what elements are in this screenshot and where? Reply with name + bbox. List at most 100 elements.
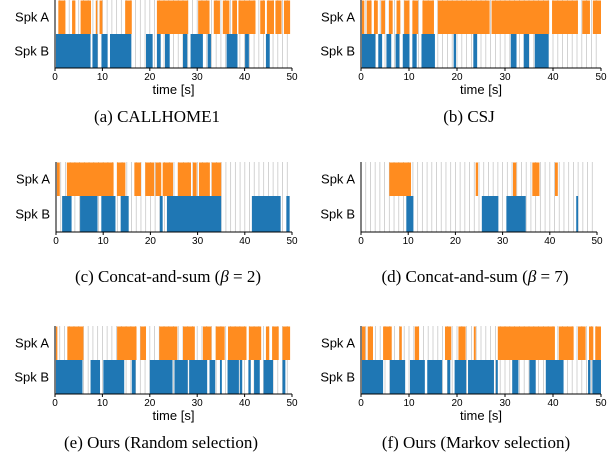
x-tick-label: 20	[450, 236, 462, 247]
x-tick-label: 10	[403, 398, 415, 409]
spk-a-segment	[592, 0, 601, 34]
spk-a-segment	[55, 326, 58, 360]
spk-b-segment	[156, 34, 161, 68]
spk-a-segment	[66, 162, 114, 196]
spk-b-segment	[103, 360, 125, 394]
spk-a-segment	[134, 162, 141, 196]
spk-a-segment	[558, 326, 574, 360]
spk-a-segment	[399, 326, 402, 360]
spk-a-segment	[475, 162, 479, 196]
panel-f: Spk A Spk B 0 10 20 30 40 50 time [s] (f) Ours (M…	[320, 326, 607, 452]
spk-a-segment	[58, 0, 66, 34]
spk-a-segment	[125, 0, 132, 34]
x-tick-label: 40	[547, 398, 559, 409]
spk-b-segment	[101, 34, 108, 68]
caption-text: = 7)	[536, 267, 568, 286]
spk-b-segment	[209, 360, 216, 394]
spk-b-segment	[576, 196, 579, 232]
panel-caption: (a) CALLHOME1	[94, 107, 220, 126]
spk-b-segment	[412, 34, 417, 68]
spk-a-segment	[145, 162, 155, 196]
spk-a-segment	[238, 0, 256, 34]
spk-b-segment	[389, 360, 406, 394]
x-tick-label: 30	[499, 398, 511, 409]
row-label-spk-b: Spk B	[320, 370, 355, 385]
x-tick-label: 20	[451, 72, 463, 83]
spk-b-segment	[427, 360, 443, 394]
spk-b-segment	[282, 360, 286, 394]
spk-b-segment	[534, 34, 549, 68]
x-tick-label: 20	[451, 398, 463, 409]
x-tick-label: 0	[358, 72, 364, 83]
spk-b-segment	[481, 196, 499, 232]
spk-a-segment	[248, 326, 262, 360]
spk-a-segment	[589, 326, 594, 360]
spk-b-segment	[120, 196, 129, 232]
row-label-spk-b: Spk B	[14, 370, 49, 385]
panel-caption: (c) Concat-and-sum (β = 2)	[75, 267, 261, 286]
spk-a-segment	[260, 0, 265, 34]
spk-b-segment	[149, 360, 173, 394]
spk-b-segment	[529, 360, 536, 394]
x-tick-label: 40	[239, 72, 251, 83]
x-tick-label: 10	[98, 236, 110, 247]
spk-b-segment	[395, 34, 400, 68]
panel-a: Spk A Spk B 0 10 20 30 40 50 time [s] (a) CALLHOM…	[14, 0, 298, 126]
spk-a-segment	[383, 326, 392, 360]
x-tick-label: 40	[547, 72, 559, 83]
row-label-spk-a: Spk A	[321, 10, 355, 25]
spk-b-segment	[409, 360, 425, 394]
spk-a-segment	[396, 0, 401, 34]
spk-b-segment	[226, 34, 238, 68]
spk-b-segment	[182, 34, 188, 68]
spk-b-segment	[101, 196, 116, 232]
spk-a-segment	[282, 326, 291, 360]
caption-text: = 2)	[229, 267, 261, 286]
x-tick-label: 50	[286, 72, 298, 83]
x-tick-label: 40	[239, 236, 251, 247]
spk-b-segment	[227, 360, 239, 394]
row-label-spk-a: Spk A	[321, 336, 355, 351]
spk-a-segment	[381, 0, 385, 34]
spk-b-segment	[512, 360, 519, 394]
panel-b: Spk A Spk B 0 10 20 30 40 50 time [s] (b) CSJ	[320, 0, 607, 126]
spk-a-segment	[80, 0, 92, 34]
spk-b-segment	[421, 34, 435, 68]
spk-a-segment	[582, 0, 590, 34]
x-tick-label: 0	[52, 72, 58, 83]
x-tick-label: 20	[144, 398, 156, 409]
spk-a-segment	[445, 326, 452, 360]
x-tick-label: 0	[53, 236, 59, 247]
spk-b-segment	[131, 360, 136, 394]
spk-b-segment	[286, 196, 290, 232]
panel-d: Spk A Spk B 0 10 20 30 40 50 (d) Concat-and-sum …	[320, 162, 603, 286]
spk-a-segment	[211, 162, 222, 196]
spk-b-segment	[523, 34, 529, 68]
spk-a-segment	[67, 326, 84, 360]
spk-b-segment	[495, 360, 498, 394]
spk-a-segment	[275, 0, 282, 34]
spk-a-segment	[99, 0, 103, 34]
spk-a-segment	[192, 162, 197, 196]
x-tick-label: 30	[497, 236, 509, 247]
x-tick-label: 10	[97, 72, 109, 83]
spk-a-segment	[512, 162, 517, 196]
spk-a-segment	[213, 0, 220, 34]
x-tick-label: 30	[499, 72, 511, 83]
spk-a-segment	[532, 162, 540, 196]
caption-beta: β	[219, 267, 229, 286]
spk-b-segment	[361, 360, 384, 394]
spk-a-segment	[577, 326, 586, 360]
spk-a-segment	[361, 326, 366, 360]
panel-c: Spk A Spk B 0 10 20 30 40 50 (c) Concat-and-sum …	[15, 162, 298, 286]
spk-b-segment	[378, 34, 383, 68]
panel-caption: (f) Ours (Markov selection)	[382, 433, 570, 452]
spk-a-segment	[283, 0, 291, 34]
spk-a-segment	[373, 0, 378, 34]
spk-a-segment	[437, 0, 490, 34]
spk-b-segment	[159, 196, 163, 232]
x-tick-label: 0	[52, 398, 58, 409]
panel-caption: (d) Concat-and-sum (β = 7)	[381, 267, 568, 286]
spk-a-segment	[414, 326, 420, 360]
